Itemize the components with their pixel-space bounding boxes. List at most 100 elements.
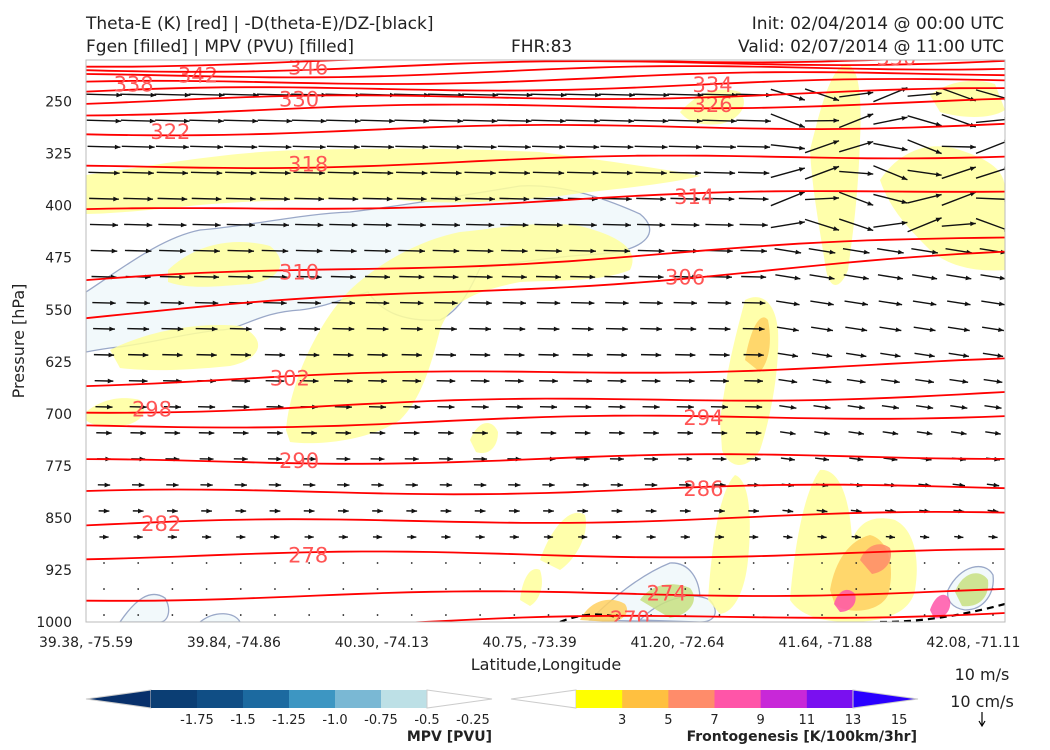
wind-vector [513, 562, 516, 564]
wind-vector [326, 118, 361, 124]
wind-vector [770, 113, 806, 129]
wind-vector [914, 352, 935, 358]
theta-e-contour [86, 60, 1005, 73]
wind-vector [650, 588, 652, 590]
init-time: Init: 02/04/2014 @ 00:00 UTC [751, 14, 1004, 34]
wind-vector [137, 588, 140, 590]
wind-vector [805, 195, 840, 201]
x-tick-label: 39.84, -74.86 [187, 635, 281, 651]
wind-vector [912, 300, 937, 307]
wind-vector [601, 170, 633, 176]
wind-vector [261, 248, 289, 254]
wind-vector [675, 378, 695, 384]
wind-vector [308, 614, 311, 616]
wind-vector [738, 196, 769, 202]
theta-e-contour-label: 346 [288, 56, 328, 80]
wind-vector [336, 456, 351, 462]
wind-vector [128, 352, 149, 358]
wind-vector [615, 588, 618, 590]
wind-vector [405, 482, 418, 488]
theta-e-contour-label: 282 [141, 512, 181, 536]
wind-vector [913, 326, 936, 332]
wind-vector [410, 562, 413, 564]
theta-e-contour [86, 510, 1005, 527]
wind-vector [565, 118, 600, 124]
wind-vector [949, 378, 969, 384]
y-tick-label: 700 [45, 407, 72, 423]
wind-vector [121, 144, 155, 150]
colorbar-tick-label: 5 [664, 713, 672, 728]
theta-e-contour [86, 122, 1005, 137]
wind-vector [501, 248, 528, 254]
wind-vector [90, 248, 118, 254]
wind-vector [714, 508, 725, 514]
wind-vector [744, 378, 763, 384]
wind-vector [406, 508, 418, 514]
wind-vector [327, 170, 359, 176]
wind-vector [399, 274, 425, 280]
wind-vector [957, 588, 960, 590]
wind-vector [746, 456, 761, 462]
wind-vector [92, 300, 116, 306]
wind-vector [814, 430, 830, 436]
wind-vector [947, 326, 970, 332]
wind-vector [132, 508, 144, 514]
wind-vector [160, 300, 185, 306]
theta-e-contour-label: 342 [178, 64, 218, 88]
mpv-colorbar-title: MPV [PVU] [407, 729, 492, 745]
wind-vector [499, 196, 530, 202]
frontogenesis-region [168, 241, 281, 287]
wind-vector [407, 534, 417, 540]
wind-vector [504, 352, 525, 358]
wind-vector [89, 196, 119, 202]
wind-vector [466, 222, 495, 228]
wind-vector [191, 196, 222, 202]
wind-vector [805, 118, 840, 123]
wind-vector [633, 118, 669, 124]
wind-vector [295, 248, 323, 254]
wind-vector [158, 222, 187, 228]
wind-vector [445, 614, 447, 616]
wind-vector [907, 169, 942, 177]
colorbar-tick-label: -1.25 [272, 713, 306, 728]
theta-e-contour-label: 334 [693, 73, 733, 97]
wind-vector [196, 352, 217, 358]
theta-e-contour-label: 274 [647, 581, 687, 605]
wind-vector [842, 247, 870, 255]
wind-vector [225, 196, 256, 202]
wind-vector [269, 508, 281, 514]
wind-vector [267, 430, 283, 436]
wind-vector [297, 300, 321, 306]
wind-vector [786, 614, 789, 616]
wind-vector [103, 614, 105, 616]
frontogenesis-colorbar: 3 5 7 9 11 13 15 [510, 689, 919, 728]
x-tick-label: 40.75, -73.39 [483, 635, 577, 651]
wind-vector [506, 430, 523, 436]
wind-vector [361, 170, 394, 176]
colorbar-segment [622, 690, 669, 708]
colorbar-tick-label: 9 [757, 713, 765, 728]
colorbar-extend-low [510, 689, 577, 709]
wind-vector [774, 247, 802, 255]
wind-vector [298, 326, 321, 332]
wind-vector [329, 222, 358, 228]
y-axis-ticks: 250 325 400 475 550 625 700 775 850 925 1000 [36, 95, 72, 631]
wind-vector [96, 430, 112, 436]
wind-vector [199, 456, 214, 462]
wind-vector [368, 378, 387, 384]
wind-vector [644, 456, 659, 462]
wind-vector [947, 300, 971, 307]
title-line1: Theta-E (K) [red] | -D(theta-E)/DZ-[blac… [86, 14, 434, 34]
wind-vector [260, 222, 290, 228]
theta-e-contour-label: 306 [665, 265, 705, 289]
wind-vector [225, 170, 257, 176]
wind-vector [132, 482, 145, 488]
wind-vector [707, 300, 732, 306]
wind-vector [265, 378, 285, 384]
wind-vector [680, 534, 690, 540]
wind-vector [124, 222, 153, 228]
wind-vector [438, 430, 454, 436]
wind-vector [264, 326, 286, 332]
wind-vector [123, 196, 154, 202]
wind-vector [547, 614, 550, 616]
